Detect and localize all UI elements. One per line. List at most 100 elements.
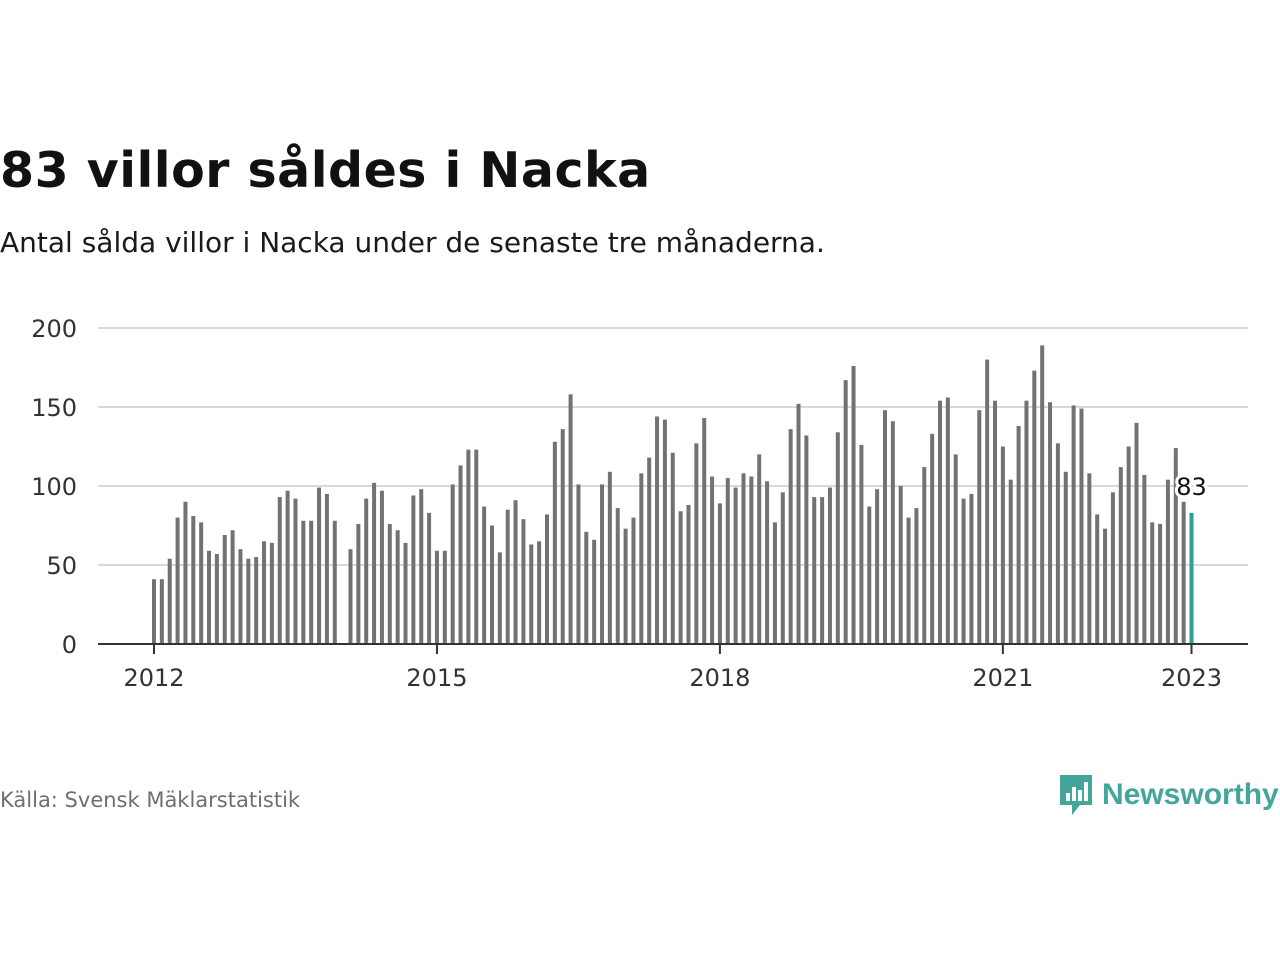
bar xyxy=(513,500,518,644)
brand-name: Newsworthy xyxy=(1102,778,1279,811)
bar xyxy=(1071,405,1076,644)
bar xyxy=(977,410,982,644)
bar xyxy=(607,471,612,644)
bar xyxy=(537,541,542,644)
bar xyxy=(1032,370,1037,644)
bar xyxy=(1118,467,1123,644)
bar xyxy=(1110,492,1115,644)
y-tick-label: 200 xyxy=(31,315,77,343)
bar xyxy=(324,493,329,644)
x-tick-label: 2023 xyxy=(1161,664,1222,692)
bar xyxy=(552,441,557,644)
bar xyxy=(230,530,235,644)
bar-chart: 0 50 100 150 200 2012 2015 2018 2021 2023 83 xyxy=(31,315,1248,692)
bar xyxy=(262,541,267,644)
bar xyxy=(694,443,699,644)
bar xyxy=(1087,473,1092,644)
chart-title: 83 villor såldes i Nacka xyxy=(0,142,651,199)
bar xyxy=(647,457,652,644)
bar xyxy=(191,516,196,644)
bar xyxy=(450,484,455,644)
bar xyxy=(1165,479,1170,644)
y-tick-label: 100 xyxy=(31,473,77,501)
x-axis-ticks: 2012 2015 2018 2021 2023 xyxy=(123,644,1222,692)
bar xyxy=(348,549,353,644)
bar xyxy=(686,504,691,644)
bar xyxy=(749,476,754,644)
bar xyxy=(387,523,392,644)
bar xyxy=(631,517,636,644)
bar xyxy=(788,429,793,644)
bar xyxy=(269,542,274,644)
bar xyxy=(199,522,204,644)
bar xyxy=(395,530,400,644)
bar xyxy=(277,497,282,644)
bar xyxy=(670,452,675,644)
bar xyxy=(568,394,573,644)
bar xyxy=(796,403,801,644)
bars xyxy=(152,345,1194,644)
bar xyxy=(1150,522,1155,644)
bar xyxy=(427,512,432,644)
bar xyxy=(780,492,785,644)
bar xyxy=(938,400,942,644)
bar xyxy=(733,487,738,644)
bar xyxy=(458,465,463,644)
bar xyxy=(615,508,620,644)
bar xyxy=(1079,408,1084,644)
brand-logo[interactable]: Newsworthy xyxy=(1058,773,1279,817)
bar xyxy=(717,503,722,644)
y-tick-label: 0 xyxy=(62,631,77,659)
x-tick-label: 2015 xyxy=(406,664,467,692)
bar xyxy=(356,523,361,644)
bar xyxy=(835,432,840,644)
bar xyxy=(175,517,180,644)
bar xyxy=(560,429,565,644)
bar xyxy=(214,553,219,644)
bar-highlight xyxy=(1189,512,1194,644)
bar xyxy=(332,520,337,644)
bar xyxy=(1134,422,1139,644)
bar xyxy=(489,525,494,644)
bar xyxy=(285,490,290,644)
bar xyxy=(238,549,243,644)
bar xyxy=(364,498,369,644)
bar xyxy=(678,511,683,644)
bar xyxy=(1103,528,1108,644)
bar xyxy=(309,520,314,644)
y-tick-label: 150 xyxy=(31,394,77,422)
bar xyxy=(379,490,384,644)
bar xyxy=(301,520,306,644)
bar xyxy=(804,435,809,644)
bar xyxy=(639,473,644,644)
bar xyxy=(827,487,832,644)
bar xyxy=(584,531,589,644)
bar xyxy=(765,481,770,644)
bar xyxy=(167,558,172,644)
bar xyxy=(898,486,903,644)
bar xyxy=(466,449,471,644)
bar xyxy=(1024,400,1029,644)
bar xyxy=(246,558,251,644)
bar xyxy=(1008,479,1013,644)
bar xyxy=(1040,345,1045,644)
bar xyxy=(434,550,439,644)
bar xyxy=(812,497,817,644)
bar xyxy=(254,557,259,644)
bar xyxy=(419,489,424,644)
bar xyxy=(953,454,958,644)
bar xyxy=(985,359,990,644)
bar xyxy=(922,467,927,644)
bar xyxy=(600,484,605,644)
bar xyxy=(497,552,502,644)
bar xyxy=(875,489,880,644)
bar xyxy=(914,508,919,644)
bar xyxy=(725,478,730,644)
bar xyxy=(945,397,950,644)
chart-subtitle: Antal sålda villor i Nacka under de sena… xyxy=(0,226,825,259)
bar xyxy=(592,539,597,644)
bar xyxy=(442,550,447,644)
newsworthy-logo-icon xyxy=(1060,775,1092,815)
bar xyxy=(1126,446,1131,644)
bar xyxy=(906,517,911,644)
